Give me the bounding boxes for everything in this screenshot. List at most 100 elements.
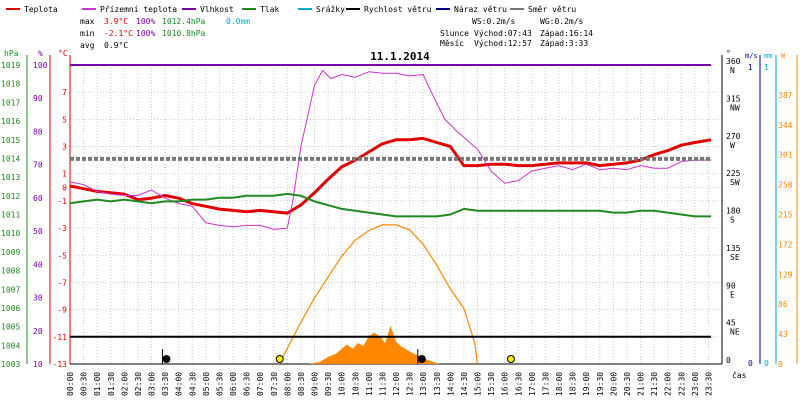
stat-max-hum: 100% [136,17,155,26]
tick-x-11: 05:30 [215,372,224,396]
legend-label-6: Náraz větru [454,5,507,14]
tick-dir-label-7: NE [730,328,740,337]
tick-w-4: 215 [778,211,793,220]
tick-dir-label-0: N [730,66,735,75]
tick-x-8: 04:00 [175,372,184,396]
sun-rise: Východ:07:43 [474,29,532,38]
tick-x-18: 09:00 [311,372,320,396]
tick-degc-1: -11 [53,333,68,342]
title-background [366,50,434,62]
tick-x-36: 18:00 [555,372,564,396]
legend-label-2: Vlhkost [200,5,234,14]
solar_fill [309,325,440,364]
tick-hpa-16: 1019 [1,61,20,70]
axis-header-degc: °C [58,49,68,58]
tick-x-47: 23:30 [704,372,713,396]
axis-header-hpa: hPa [4,49,19,58]
tick-pct-2: 30 [33,294,43,303]
tick-x-45: 22:30 [677,372,686,396]
tick-x-37: 18:30 [569,372,578,396]
tick-x-33: 16:30 [514,372,523,396]
tick-x-1: 00:30 [80,372,89,396]
moon-label: Měsíc [440,39,464,48]
tick-x-39: 19:30 [596,372,605,396]
tick-mm-0: 1 [764,63,769,72]
markers-layer [161,349,515,364]
tick-x-43: 21:30 [650,372,659,396]
legend-label-7: Směr větru [528,5,576,14]
legend-label-5: Rychlost větru [364,5,432,14]
sunset-marker [506,355,515,363]
tick-degc-0: -13 [53,360,68,369]
moonrise-marker [417,355,426,363]
tick-pct-9: 100 [33,61,48,70]
axes: 1003100410051006100710081009101010111012… [1,55,798,396]
tick-dir-label-3: SW [730,178,740,187]
tick-dir-value-5: 135 [726,244,741,253]
tick-pct-8: 90 [33,94,43,103]
tick-x-10: 05:00 [202,372,211,396]
tick-dir-value-6: 90 [726,281,736,290]
tick-hpa-7: 1010 [1,229,20,238]
tick-hpa-12: 1015 [1,136,20,145]
sunrise-marker [275,355,284,363]
axis-header-time: čas [732,370,747,380]
tick-pct-6: 70 [33,161,43,170]
axis-header-deg: ° [726,49,731,58]
tick-dir-label-6: E [730,290,735,299]
axis-header-ms: m/s [745,52,758,60]
stat-avg-temp: 0.9°C [104,41,128,50]
legend-label-4: Srážky [316,5,345,14]
legend-label-0: Teplota [24,5,58,14]
tick-x-22: 11:00 [365,372,374,396]
tick-degc-3: -7 [57,278,67,287]
tick-x-24: 12:00 [392,372,401,396]
tick-hpa-10: 1013 [1,173,20,182]
stat-wind-speed: WS:0.2m/s [472,17,516,26]
tick-dir-value-8: 0 [726,356,731,365]
tick-dir-value-1: 315 [726,94,741,103]
moon-set: Západ:3:33 [540,39,588,48]
tick-degc-2: -9 [57,306,67,315]
solar_line [278,224,479,365]
legend-label-1: Přízemní teplota [100,5,177,14]
chart-title: 11.1.2014 [370,50,430,63]
tick-w-0: 387 [778,91,793,100]
tick-x-41: 20:30 [623,372,632,396]
tick-x-14: 07:00 [256,372,265,396]
stat-wind-gust: WG:0.2m/s [540,17,584,26]
series-layer [69,64,712,365]
series-line-3 [69,192,712,218]
tick-x-42: 21:00 [637,372,646,396]
stat-max-press: 1012.4hPa [162,17,206,26]
tick-x-4: 02:00 [120,372,129,396]
tick-pct-7: 80 [33,127,43,136]
tick-pct-5: 60 [33,194,43,203]
tick-w-3: 258 [778,181,793,190]
tick-dir-label-2: W [730,141,735,150]
tick-x-44: 22:00 [664,372,673,396]
tick-mm-1: 0 [764,359,769,368]
tick-x-34: 17:00 [528,372,537,396]
tick-x-13: 06:30 [243,372,252,396]
tick-hpa-0: 1003 [1,360,20,369]
tick-x-30: 15:00 [474,372,483,396]
stat-min-press: 1010.8hPa [162,29,206,38]
stat-min-hum: 100% [136,29,155,38]
axis-header-pct: % [38,49,43,58]
tick-x-26: 13:00 [419,372,428,396]
tick-x-38: 19:00 [582,372,591,396]
tick-w-6: 129 [778,270,793,279]
tick-hpa-15: 1018 [1,80,20,89]
tick-x-0: 00:00 [66,372,75,396]
tick-w-9: 0 [778,360,783,369]
tick-dir-value-3: 225 [726,169,741,178]
tick-dir-value-0: 360 [726,57,741,66]
tick-x-27: 13:30 [433,372,442,396]
tick-pct-1: 20 [33,327,43,336]
tick-x-28: 14:00 [446,372,455,396]
sun-label: Slunce [440,29,469,38]
tick-x-9: 04:30 [188,372,197,396]
tick-dir-label-1: NW [730,103,740,112]
tick-pct-4: 50 [33,227,43,236]
